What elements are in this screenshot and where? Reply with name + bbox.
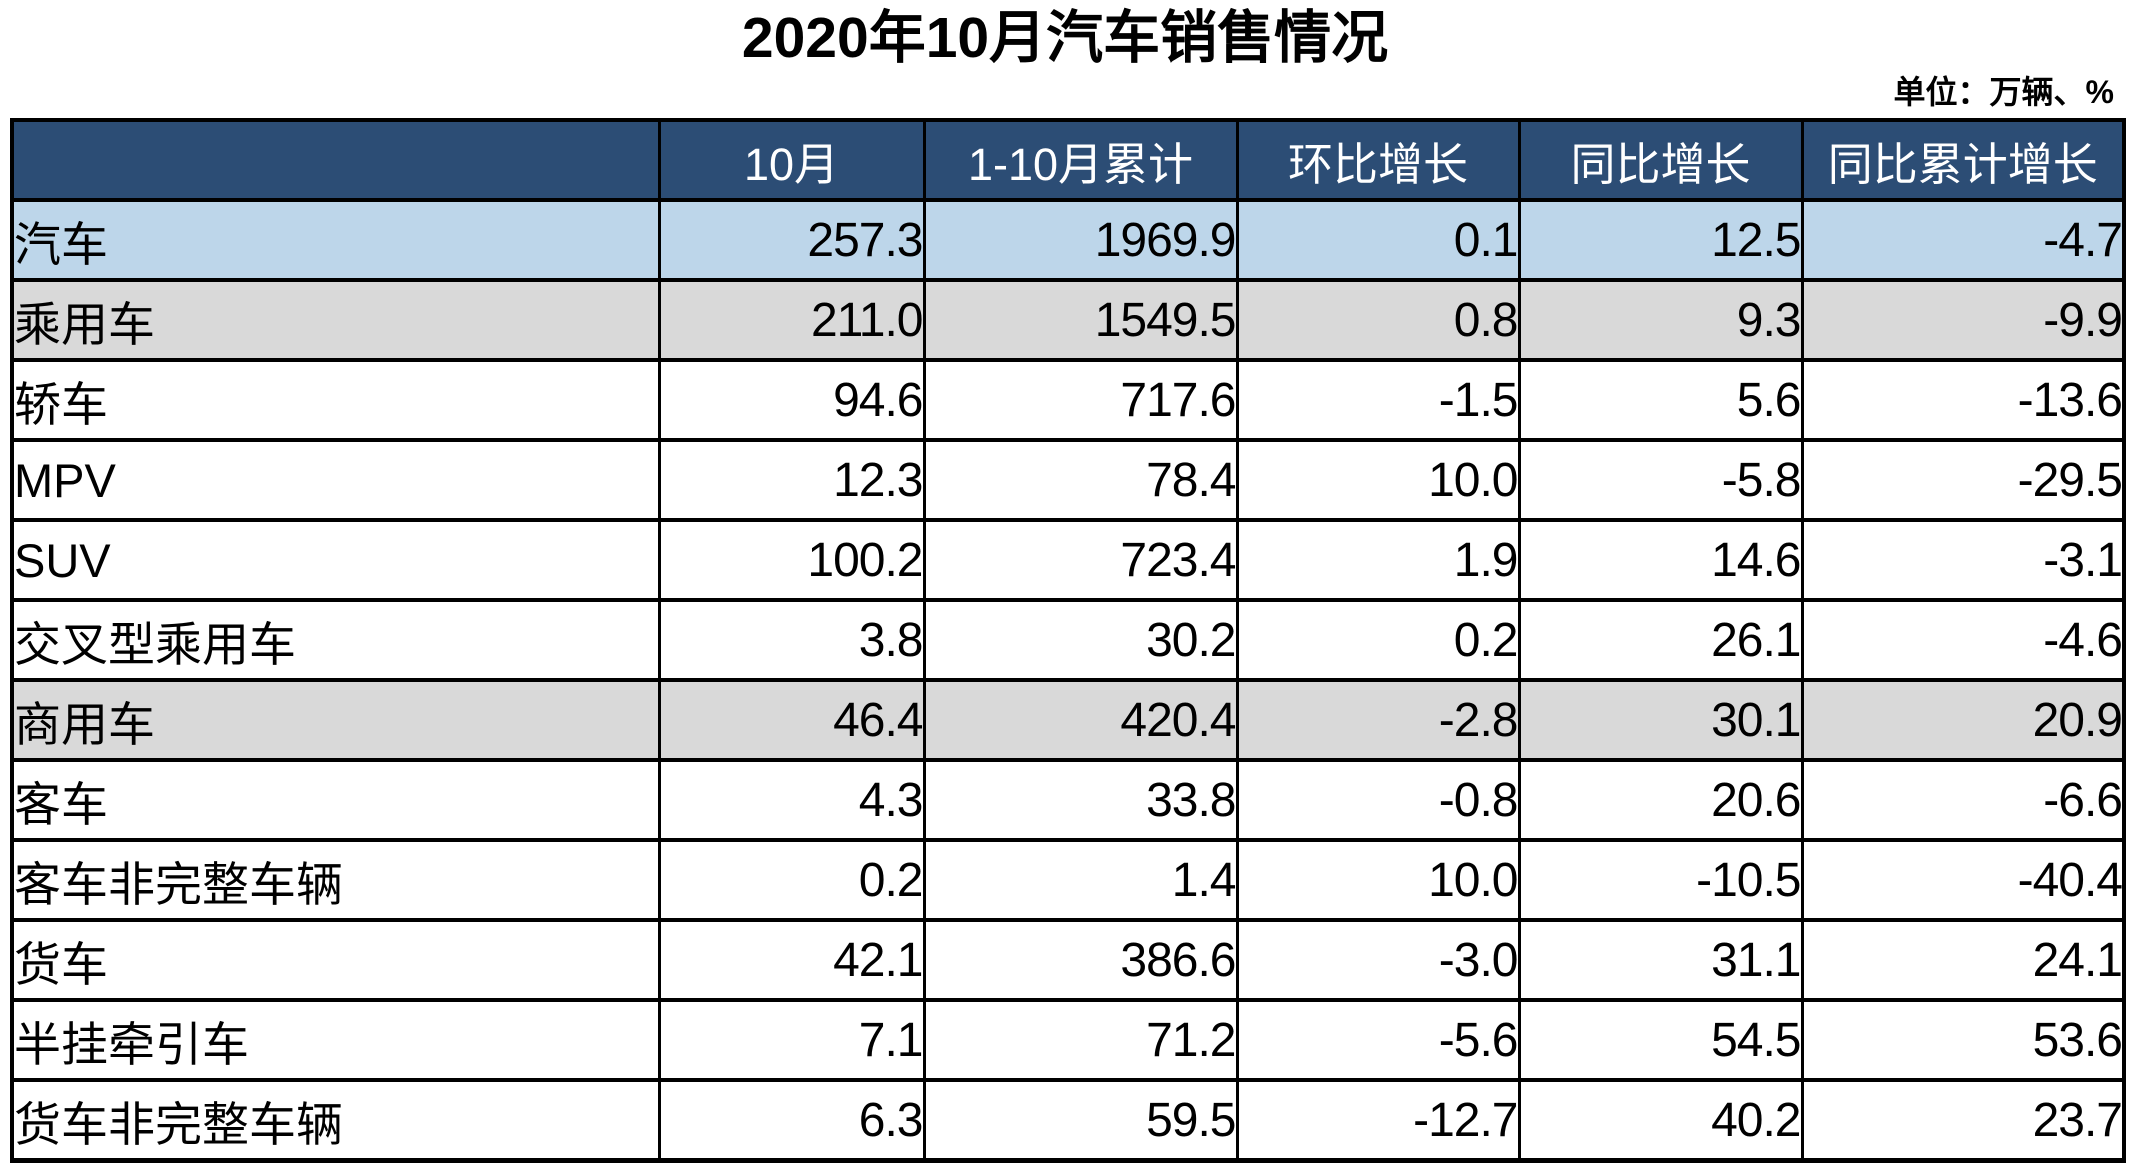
unit-note: 单位：万辆、% [1893,74,2114,110]
value-cell: 12.5 [1517,198,1804,282]
row-label: SUV [10,518,661,602]
value-cell: 3.8 [657,598,926,682]
value-cell: 1549.5 [922,278,1239,362]
value-cell: 94.6 [657,358,926,442]
row-label: 客车 [10,758,661,842]
value-cell: 26.1 [1517,598,1804,682]
value-cell: 30.2 [922,598,1239,682]
value-cell: 257.3 [657,198,926,282]
value-cell: 20.9 [1800,678,2126,762]
value-cell: 54.5 [1517,998,1804,1082]
value-cell: 10.0 [1235,838,1521,922]
value-cell: 31.1 [1517,918,1804,1002]
value-cell: -9.9 [1800,278,2126,362]
table-row: 半挂牵引车 7.1 71.2 -5.6 54.5 53.6 [10,998,2126,1082]
table-row: 乘用车 211.0 1549.5 0.8 9.3 -9.9 [10,278,2126,362]
value-cell: -5.8 [1517,438,1804,522]
table-row: 商用车 46.4 420.4 -2.8 30.1 20.9 [10,678,2126,762]
table-header: 10月 1-10月累计 环比增长 同比增长 同比累计增长 [10,118,2126,202]
row-label: 客车非完整车辆 [10,838,661,922]
value-cell: 0.8 [1235,278,1521,362]
value-cell: 386.6 [922,918,1239,1002]
table-row: 交叉型乘用车 3.8 30.2 0.2 26.1 -4.6 [10,598,2126,682]
value-cell: -5.6 [1235,998,1521,1082]
header-cell: 同比增长 [1517,118,1804,202]
value-cell: -4.6 [1800,598,2126,682]
row-label: 汽车 [10,198,661,282]
table-body: 汽车 257.3 1969.9 0.1 12.5 -4.7 乘用车 211.0 1549.5 0.… [10,198,2126,1163]
header-cell: 同比累计增长 [1800,118,2126,202]
table-row: 客车 4.3 33.8 -0.8 20.6 -6.6 [10,758,2126,842]
value-cell: 23.7 [1800,1078,2126,1163]
value-cell: 33.8 [922,758,1239,842]
table-row: SUV 100.2 723.4 1.9 14.6 -3.1 [10,518,2126,602]
value-cell: -0.8 [1235,758,1521,842]
row-label: 货车 [10,918,661,1002]
value-cell: -3.0 [1235,918,1521,1002]
value-cell: -3.1 [1800,518,2126,602]
header-cell-category [10,118,661,202]
value-cell: 46.4 [657,678,926,762]
table-row: 客车非完整车辆 0.2 1.4 10.0 -10.5 -40.4 [10,838,2126,922]
value-cell: 59.5 [922,1078,1239,1163]
value-cell: 4.3 [657,758,926,842]
row-label: 商用车 [10,678,661,762]
value-cell: 14.6 [1517,518,1804,602]
value-cell: -1.5 [1235,358,1521,442]
table-row: 货车非完整车辆 6.3 59.5 -12.7 40.2 23.7 [10,1078,2126,1163]
value-cell: 0.2 [657,838,926,922]
value-cell: 40.2 [1517,1078,1804,1163]
value-cell: -6.6 [1800,758,2126,842]
value-cell: 100.2 [657,518,926,602]
value-cell: 24.1 [1800,918,2126,1002]
value-cell: 7.1 [657,998,926,1082]
value-cell: 71.2 [922,998,1239,1082]
value-cell: 12.3 [657,438,926,522]
value-cell: 211.0 [657,278,926,362]
row-label: MPV [10,438,661,522]
row-label: 货车非完整车辆 [10,1078,661,1163]
value-cell: 717.6 [922,358,1239,442]
value-cell: -40.4 [1800,838,2126,922]
value-cell: 42.1 [657,918,926,1002]
value-cell: 30.1 [1517,678,1804,762]
value-cell: 1.4 [922,838,1239,922]
table-row: 汽车 257.3 1969.9 0.1 12.5 -4.7 [10,198,2126,282]
header-cell: 环比增长 [1235,118,1521,202]
value-cell: 10.0 [1235,438,1521,522]
value-cell: 0.2 [1235,598,1521,682]
value-cell: 420.4 [922,678,1239,762]
value-cell: 53.6 [1800,998,2126,1082]
table-row: 货车 42.1 386.6 -3.0 31.1 24.1 [10,918,2126,1002]
value-cell: -10.5 [1517,838,1804,922]
value-cell: 1.9 [1235,518,1521,602]
value-cell: -2.8 [1235,678,1521,762]
value-cell: -13.6 [1800,358,2126,442]
value-cell: -29.5 [1800,438,2126,522]
value-cell: 20.6 [1517,758,1804,842]
row-label: 乘用车 [10,278,661,362]
value-cell: -4.7 [1800,198,2126,282]
value-cell: 78.4 [922,438,1239,522]
header-cell: 1-10月累计 [922,118,1239,202]
value-cell: 9.3 [1517,278,1804,362]
value-cell: -12.7 [1235,1078,1521,1163]
page-title: 2020年10月汽车销售情况 [741,6,1389,70]
row-label: 交叉型乘用车 [10,598,661,682]
value-cell: 1969.9 [922,198,1239,282]
header-cell: 10月 [657,118,926,202]
table-row: MPV 12.3 78.4 10.0 -5.8 -29.5 [10,438,2126,522]
sales-table: 10月 1-10月累计 环比增长 同比增长 同比累计增长 汽车 257.3 1969.9 0.… [10,118,2126,1163]
row-label: 轿车 [10,358,661,442]
row-label: 半挂牵引车 [10,998,661,1082]
value-cell: 6.3 [657,1078,926,1163]
header-row: 10月 1-10月累计 环比增长 同比增长 同比累计增长 [10,118,2126,202]
value-cell: 0.1 [1235,198,1521,282]
table-row: 轿车 94.6 717.6 -1.5 5.6 -13.6 [10,358,2126,442]
value-cell: 5.6 [1517,358,1804,442]
value-cell: 723.4 [922,518,1239,602]
